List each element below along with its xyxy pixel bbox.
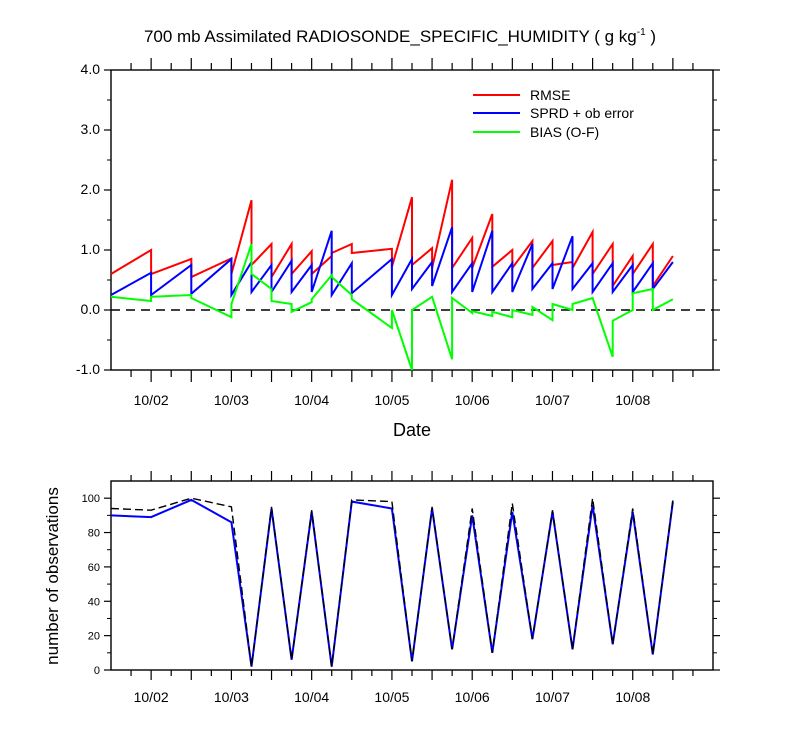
top-x-tick-label: 10/05 bbox=[374, 392, 409, 408]
bottom-x-tick-label: 10/05 bbox=[374, 689, 409, 705]
legend-label-1: RMSE bbox=[530, 87, 570, 103]
legend-label-2: SPRD + ob error bbox=[530, 105, 634, 121]
bottom-x-tick-label: 10/03 bbox=[214, 689, 249, 705]
top-chart: 10/02 10/03 10/04 10/05 10/06 10/07 10/08 -1.0 0… bbox=[76, 58, 720, 408]
bottom-y-tick-label: 100 bbox=[82, 493, 100, 505]
top-x-tick-label: 10/03 bbox=[214, 392, 249, 408]
top-y-tick-label: 2.0 bbox=[81, 181, 101, 197]
top-x-tick-label: 10/08 bbox=[615, 392, 650, 408]
top-x-tick-label: 10/04 bbox=[294, 392, 329, 408]
bottom-x-tick-label: 10/07 bbox=[535, 689, 570, 705]
bottom-x-tick-label: 10/02 bbox=[134, 689, 169, 705]
top-y-tick-label: -1.0 bbox=[76, 361, 100, 377]
top-series-sprd-ob-error-line bbox=[110, 226, 674, 299]
bottom-x-tick-label: 10/04 bbox=[294, 689, 329, 705]
top-y-tick-label: 1.0 bbox=[81, 241, 101, 257]
chart-title: 700 mb Assimilated RADIOSONDE_SPECIFIC_H… bbox=[144, 27, 656, 46]
bottom-x-tick-label: 10/06 bbox=[455, 689, 490, 705]
bottom-y-tick-label: 20 bbox=[88, 631, 100, 643]
bottom-y-tick-label: 0 bbox=[94, 665, 100, 677]
top-x-tick-label: 10/02 bbox=[134, 392, 169, 408]
bottom-y-tick-label: 80 bbox=[88, 528, 100, 540]
top-x-tick-label: 10/07 bbox=[535, 392, 570, 408]
top-x-axis-label: Date bbox=[393, 420, 431, 440]
top-y-tick-label: 0.0 bbox=[81, 301, 101, 317]
bottom-y-axis-label: number of observations bbox=[43, 487, 62, 665]
top-x-tick-label: 10/06 bbox=[455, 392, 490, 408]
bottom-series-possible-line bbox=[110, 497, 674, 667]
top-y-tick-label: 4.0 bbox=[81, 61, 101, 77]
bottom-y-tick-label: 60 bbox=[88, 562, 100, 574]
top-series-bias-o-f-line bbox=[110, 243, 674, 371]
bottom-y-tick-label: 40 bbox=[88, 596, 100, 608]
legend-label-3: BIAS (O-F) bbox=[530, 124, 599, 140]
top-y-tick-label: 3.0 bbox=[81, 121, 101, 137]
bottom-x-tick-label: 10/08 bbox=[615, 689, 650, 705]
top-legend: RMSE SPRD + ob error BIAS (O-F) bbox=[473, 87, 634, 140]
bottom-chart: 10/02 10/03 10/04 10/05 10/06 10/07 10/08 0 20 40… bbox=[82, 471, 720, 705]
